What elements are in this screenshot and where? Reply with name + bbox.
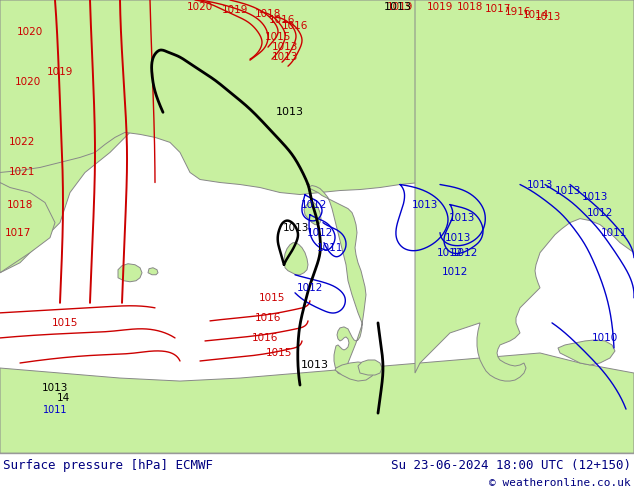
Polygon shape bbox=[284, 243, 308, 275]
Polygon shape bbox=[558, 340, 615, 365]
Text: © weatheronline.co.uk: © weatheronline.co.uk bbox=[489, 478, 631, 489]
Text: 1020: 1020 bbox=[17, 27, 43, 37]
Text: 1013: 1013 bbox=[384, 2, 412, 12]
Text: 1018: 1018 bbox=[7, 199, 33, 210]
Text: 1012: 1012 bbox=[452, 248, 478, 258]
Polygon shape bbox=[304, 201, 321, 224]
Text: Surface pressure [hPa] ECMWF: Surface pressure [hPa] ECMWF bbox=[3, 459, 213, 471]
Text: 1019: 1019 bbox=[427, 2, 453, 12]
Text: 1013: 1013 bbox=[449, 213, 476, 222]
Text: 1013: 1013 bbox=[272, 42, 298, 52]
Text: 1012: 1012 bbox=[437, 248, 463, 258]
Text: 1013: 1013 bbox=[535, 12, 561, 22]
Text: 1013: 1013 bbox=[42, 383, 68, 393]
Text: 1019: 1019 bbox=[47, 67, 73, 77]
Polygon shape bbox=[358, 360, 382, 375]
Text: 1013: 1013 bbox=[272, 52, 298, 62]
Text: 1013: 1013 bbox=[283, 222, 309, 233]
Text: 1012: 1012 bbox=[301, 199, 327, 210]
Text: 14: 14 bbox=[56, 393, 70, 403]
Text: 1013: 1013 bbox=[555, 186, 581, 196]
Text: 1011: 1011 bbox=[42, 405, 67, 415]
Text: 1012: 1012 bbox=[587, 208, 613, 218]
Text: 1014: 1014 bbox=[523, 10, 549, 20]
Text: 1017: 1017 bbox=[485, 4, 511, 14]
Polygon shape bbox=[335, 362, 375, 381]
Text: 1022: 1022 bbox=[9, 137, 36, 147]
Text: Su 23-06-2024 18:00 UTC (12+150): Su 23-06-2024 18:00 UTC (12+150) bbox=[391, 459, 631, 471]
Text: 1020: 1020 bbox=[187, 2, 213, 12]
Text: 1016: 1016 bbox=[252, 333, 278, 343]
Text: 1018: 1018 bbox=[255, 9, 281, 19]
Text: 1013: 1013 bbox=[445, 233, 471, 243]
Text: 1916: 1916 bbox=[505, 7, 531, 17]
Text: 1015: 1015 bbox=[259, 293, 285, 303]
Text: 1013: 1013 bbox=[527, 179, 553, 190]
Polygon shape bbox=[0, 0, 634, 195]
Text: 1015: 1015 bbox=[52, 318, 78, 328]
Text: 1020: 1020 bbox=[15, 77, 41, 87]
Polygon shape bbox=[0, 182, 55, 273]
Text: 1011: 1011 bbox=[601, 228, 627, 238]
Text: 1012: 1012 bbox=[297, 283, 323, 293]
Text: 1016: 1016 bbox=[281, 21, 308, 31]
Text: 1011: 1011 bbox=[317, 243, 343, 253]
Polygon shape bbox=[118, 264, 142, 282]
Polygon shape bbox=[0, 0, 200, 273]
Text: 1012: 1012 bbox=[307, 228, 333, 238]
Text: 1010: 1010 bbox=[592, 333, 618, 343]
Text: 1015: 1015 bbox=[265, 32, 291, 42]
Text: 1013: 1013 bbox=[301, 360, 329, 370]
Polygon shape bbox=[308, 186, 366, 374]
Text: 1018: 1018 bbox=[457, 2, 483, 12]
Polygon shape bbox=[0, 353, 634, 453]
Text: 1021: 1021 bbox=[9, 168, 36, 177]
Text: 1013: 1013 bbox=[276, 107, 304, 117]
Text: 1019: 1019 bbox=[222, 5, 248, 15]
Text: 1012: 1012 bbox=[442, 267, 468, 277]
Polygon shape bbox=[415, 0, 634, 381]
Text: 1019: 1019 bbox=[387, 2, 413, 12]
Polygon shape bbox=[148, 268, 158, 275]
Text: 1013: 1013 bbox=[412, 199, 438, 210]
Text: 1016: 1016 bbox=[269, 15, 295, 25]
Text: 1016: 1016 bbox=[255, 313, 281, 323]
Text: 1015: 1015 bbox=[266, 348, 292, 358]
Text: 1013: 1013 bbox=[582, 192, 608, 201]
Text: 1017: 1017 bbox=[5, 228, 31, 238]
